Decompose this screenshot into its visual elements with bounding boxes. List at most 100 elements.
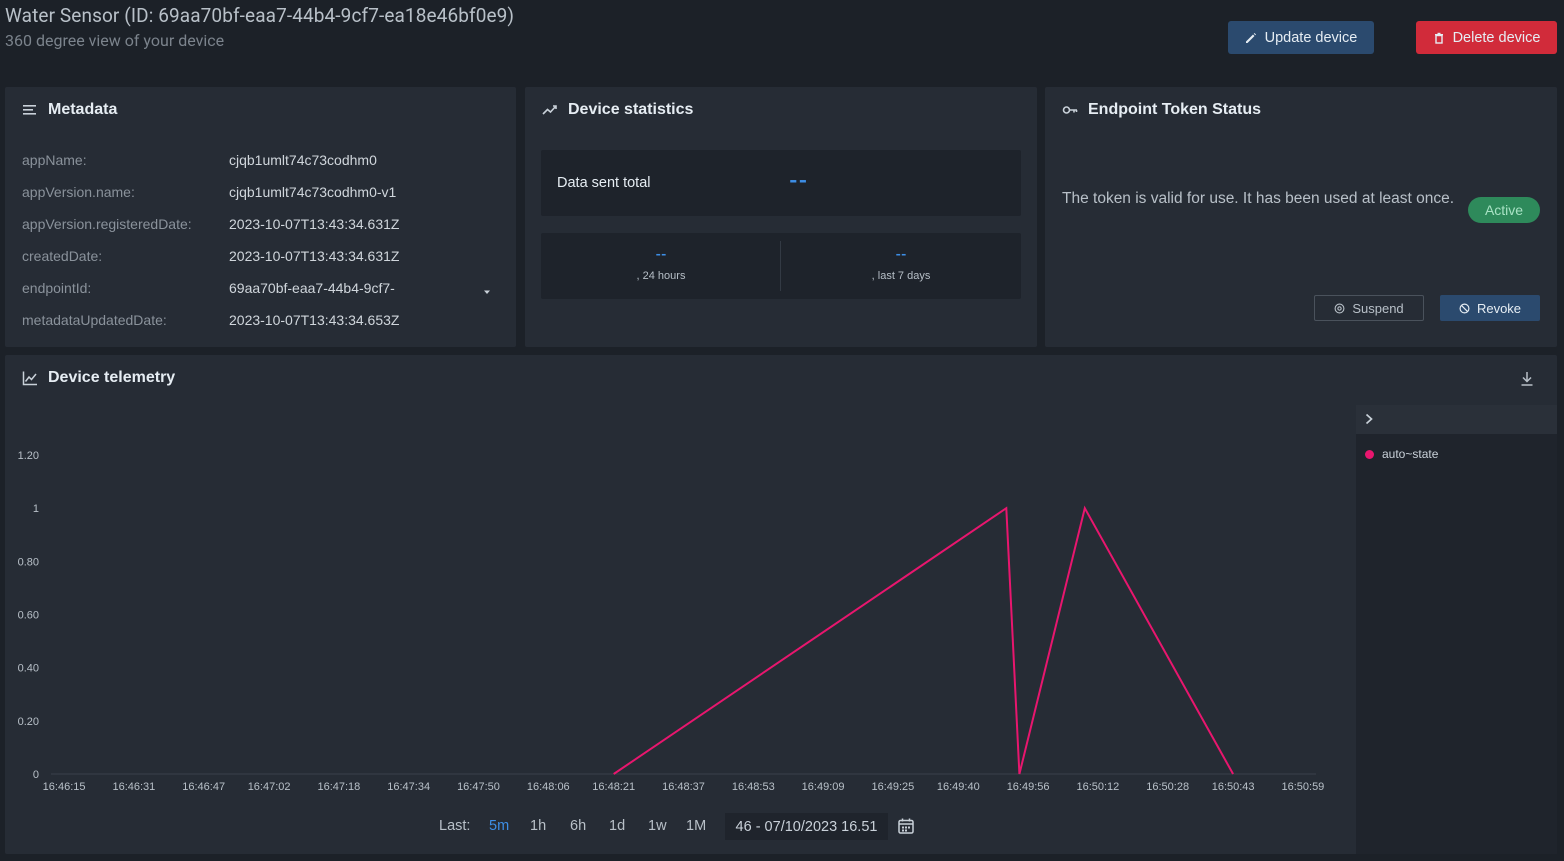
expand-endpoint-caret-icon[interactable] (483, 288, 491, 296)
legend-panel: auto~state (1356, 405, 1557, 854)
x-tick-label: 16:47:02 (248, 781, 291, 793)
metadata-value: 2023-10-07T13:43:34.631Z (229, 216, 400, 232)
range-option-1d[interactable]: 1d (609, 818, 626, 834)
line-chart-icon (22, 371, 37, 386)
data-sent-total-value: -- (789, 169, 809, 194)
stat-24-hours: -- , 24 hours (541, 233, 781, 299)
range-option-1w[interactable]: 1w (648, 818, 667, 834)
key-icon (1062, 106, 1078, 114)
y-tick-label: 0.60 (18, 610, 39, 622)
device-statistics-card: Device statistics Data sent total -- -- … (525, 87, 1037, 347)
token-status-text: The token is valid for use. It has been … (1062, 190, 1455, 207)
x-tick-label: 16:48:53 (732, 781, 775, 793)
device-telemetry-title: Device telemetry (22, 369, 175, 387)
data-sent-total-box: Data sent total -- (541, 150, 1021, 216)
calendar-icon[interactable] (897, 817, 915, 835)
suspend-label: Suspend (1352, 300, 1404, 316)
stat-divider (780, 241, 781, 291)
metadata-key: appVersion.registeredDate: (22, 216, 192, 232)
range-option-5m[interactable]: 5m (489, 818, 510, 834)
update-device-button[interactable]: Update device (1228, 21, 1374, 54)
metadata-key: createdDate: (22, 248, 103, 264)
y-tick-label: 1 (33, 503, 39, 515)
metadata-row: appName: cjqb1umlt74c73codhm0 (22, 152, 377, 172)
metadata-card: Metadata appName: cjqb1umlt74c73codhm0 a… (5, 87, 516, 347)
suspend-button[interactable]: Suspend (1314, 295, 1424, 321)
page-header: Water Sensor (ID: 69aa70bf-eaa7-44b4-9cf… (0, 0, 1564, 80)
revoke-button[interactable]: Revoke (1440, 295, 1540, 321)
x-tick-label: 16:48:37 (662, 781, 705, 793)
pencil-icon (1245, 32, 1256, 43)
metadata-row: appVersion.name: cjqb1umlt74c73codhm0-v1 (22, 184, 396, 204)
trash-icon (1434, 32, 1443, 44)
y-tick-label: 0 (33, 769, 39, 781)
x-tick-label: 16:47:18 (317, 781, 360, 793)
legend-item-auto-state[interactable]: auto~state (1365, 447, 1438, 461)
revoke-label: Revoke (1476, 300, 1522, 316)
page-title: Water Sensor (ID: 69aa70bf-eaa7-44b4-9cf… (5, 4, 515, 27)
x-tick-label: 16:49:09 (802, 781, 845, 793)
series-line-auto-state (613, 505, 1234, 775)
list-icon (23, 105, 36, 115)
update-device-label: Update device (1264, 29, 1358, 46)
date-range-input[interactable]: 46 - 07/10/2023 16.51 (725, 813, 888, 840)
endpoint-token-card: Endpoint Token Status The token is valid… (1045, 87, 1557, 347)
range-option-6h[interactable]: 6h (570, 818, 587, 834)
metadata-title: Metadata (22, 101, 117, 119)
stat-7-days-value: -- (895, 247, 907, 263)
metadata-key: appName: (22, 152, 87, 168)
metadata-key: endpointId: (22, 280, 92, 296)
range-last-label: Last: (439, 818, 471, 834)
device-telemetry-card: Device telemetry 0 0.20 0.40 0.60 0.80 1 1.20 1… (5, 355, 1557, 854)
pause-circle-icon (1334, 303, 1345, 313)
metadata-row: endpointId: 69aa70bf-eaa7-44b4-9cf7- (22, 280, 395, 300)
download-icon[interactable] (1520, 371, 1534, 387)
x-tick-label: 16:46:47 (182, 781, 225, 793)
x-tick-label: 16:49:56 (1007, 781, 1050, 793)
metadata-row: metadataUpdatedDate: 2023-10-07T13:43:34… (22, 312, 399, 332)
x-tick-label: 16:50:12 (1076, 781, 1119, 793)
x-tick-label: 16:49:40 (937, 781, 980, 793)
metadata-row: appVersion.registeredDate: 2023-10-07T13… (22, 216, 399, 236)
metadata-key: appVersion.name: (22, 184, 135, 200)
x-tick-label: 16:50:59 (1281, 781, 1324, 793)
x-tick-label: 16:47:34 (387, 781, 430, 793)
x-tick-label: 16:48:06 (527, 781, 570, 793)
page-subtitle: 360 degree view of your device (5, 31, 225, 50)
x-tick-label: 16:49:25 (871, 781, 914, 793)
y-tick-label: 0.40 (18, 663, 39, 675)
device-statistics-title: Device statistics (542, 101, 693, 119)
y-tick-label: 1.20 (18, 450, 39, 462)
trend-icon (542, 105, 557, 115)
metadata-value: 2023-10-07T13:43:34.631Z (229, 248, 400, 264)
metadata-value: cjqb1umlt74c73codhm0 (229, 152, 377, 168)
delete-device-button[interactable]: Delete device (1416, 21, 1557, 54)
data-sent-total-label: Data sent total (557, 175, 651, 191)
y-tick-label: 0.80 (18, 556, 39, 568)
stat-24-hours-label: , 24 hours (636, 270, 686, 282)
y-tick-label: 0.20 (18, 716, 39, 728)
legend-dot (1365, 449, 1374, 459)
legend-header (1356, 405, 1557, 434)
metadata-value: cjqb1umlt74c73codhm0-v1 (229, 184, 397, 200)
x-tick-label: 16:46:31 (112, 781, 155, 793)
stat-7-days-label: , last 7 days (871, 270, 931, 282)
range-option-1M[interactable]: 1M (686, 818, 707, 834)
metadata-key: metadataUpdatedDate: (22, 312, 167, 328)
endpoint-token-title: Endpoint Token Status (1062, 101, 1261, 119)
delete-device-label: Delete device (1452, 29, 1541, 46)
x-tick-label: 16:47:50 (457, 781, 500, 793)
metadata-value: 2023-10-07T13:43:34.653Z (229, 312, 400, 328)
stat-7-days: -- , last 7 days (781, 233, 1021, 299)
token-status-badge: Active (1468, 197, 1540, 223)
x-tick-label: 16:46:15 (43, 781, 86, 793)
range-option-1h[interactable]: 1h (530, 818, 547, 834)
stat-24-hours-value: -- (655, 247, 667, 263)
data-sent-period-box: -- , 24 hours -- , last 7 days (541, 233, 1021, 299)
x-tick-label: 16:48:21 (592, 781, 635, 793)
block-icon (1459, 303, 1470, 313)
legend-label: auto~state (1382, 447, 1439, 461)
chevron-right-icon[interactable] (1364, 413, 1374, 425)
metadata-row: createdDate: 2023-10-07T13:43:34.631Z (22, 248, 399, 268)
metadata-value: 69aa70bf-eaa7-44b4-9cf7- (229, 280, 395, 296)
